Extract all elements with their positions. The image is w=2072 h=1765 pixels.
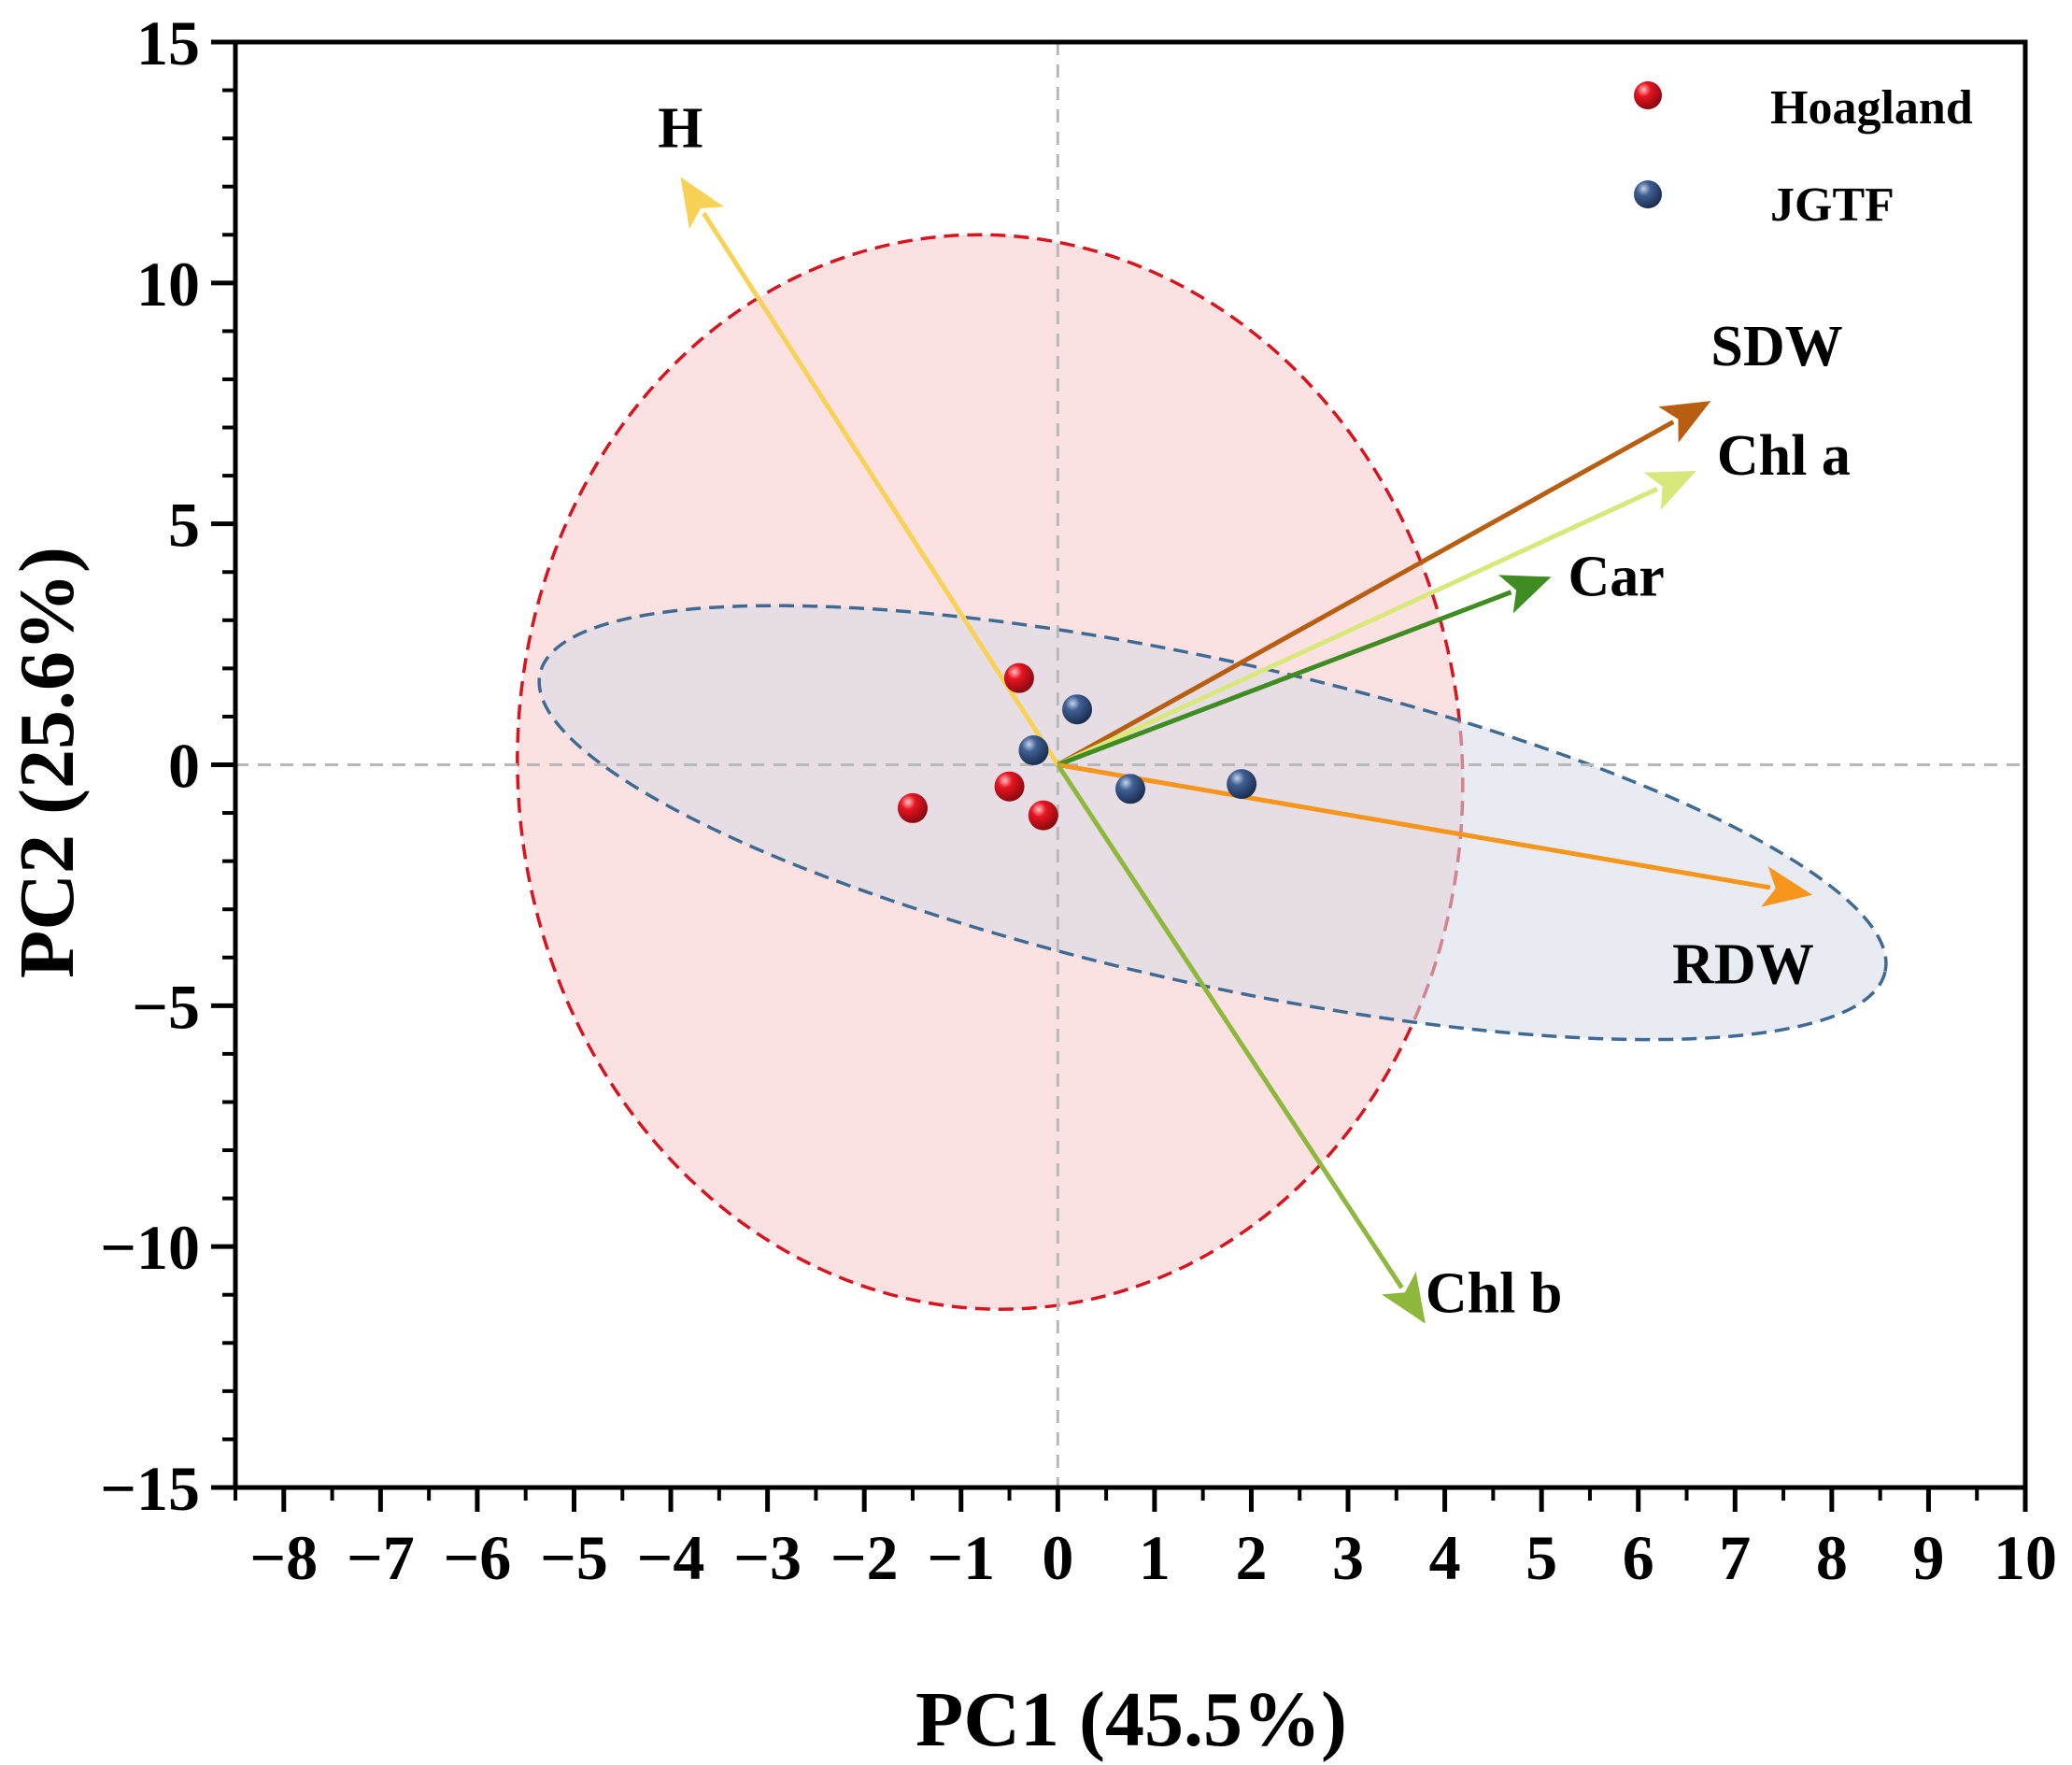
x-axis-title: PC1 (45.5%) [915,1676,1347,1763]
ellipse-jgtf [537,604,1888,1042]
x-tick-label-4: −4 [637,1522,705,1593]
point-hoagland-4 [897,792,928,823]
legend: Hoagland JGTF [1634,81,1973,232]
legend-label-jgtf: JGTF [1770,178,1895,232]
vector-label-sdw: SDW [1710,315,1842,378]
vector-arrowhead-car [1498,575,1552,614]
point-jgtf-4 [1227,769,1257,800]
y-tick-label-3: 0 [168,731,200,802]
y-tick-label-1: −10 [100,1212,200,1283]
x-tick-label-7: −1 [927,1522,995,1593]
vector-rdw: RDW [1057,762,1814,997]
vector-arrowhead-h [680,177,725,230]
y-tick-label-4: 5 [168,490,200,561]
vector-shaft-h [702,211,1060,766]
x-tick-label-11: 3 [1332,1522,1364,1593]
score-points [897,662,1257,831]
x-tick-label-14: 6 [1623,1522,1654,1593]
point-jgtf-3 [1115,774,1145,804]
point-hoagland-2 [994,771,1025,802]
vector-shaft-car [1057,590,1512,767]
x-tick-label-0: −8 [249,1522,318,1593]
vector-chl-a: Chl a [1057,424,1851,767]
vector-car: Car [1057,545,1665,767]
vector-shaft-rdw [1057,762,1771,890]
vector-arrowhead-sdw [1658,401,1711,443]
confidence-ellipses [516,233,1888,1311]
x-tick-label-16: 8 [1816,1522,1848,1593]
y-tick-label-6: 15 [136,7,200,78]
x-tick-label-17: 9 [1912,1522,1944,1593]
y-axis-title: PC2 (25.6%) [4,547,91,978]
vector-arrowhead-chl-a [1643,470,1696,510]
y-tick-label-5: 10 [136,249,200,320]
vector-shaft-chl-a [1057,486,1659,767]
x-tick-label-9: 1 [1139,1522,1171,1593]
x-tick-label-18: 10 [1994,1522,2057,1593]
loading-vectors: H SDW Chl a Car RDW Chl b [658,96,1851,1325]
vector-sdw: SDW [1057,315,1843,767]
point-hoagland-3 [1028,800,1058,831]
vector-shaft-sdw [1057,420,1675,767]
vector-h: H [658,96,1060,766]
vector-label-rdw: RDW [1672,933,1814,997]
x-tick-label-8: 0 [1042,1522,1073,1593]
vector-label-chl-a: Chl a [1717,424,1851,488]
vector-arrowhead-rdw [1761,866,1813,907]
vector-chl-b: Chl b [1056,763,1562,1326]
x-tick-label-3: −5 [540,1522,608,1593]
vector-arrowhead-chl-b [1381,1272,1426,1324]
legend-marker-hoagland [1634,81,1662,109]
y-tick-label-0: −15 [100,1453,200,1524]
vector-label-chl-b: Chl b [1426,1262,1562,1326]
x-tick-label-12: 4 [1429,1522,1461,1593]
legend-marker-jgtf [1634,180,1662,208]
point-jgtf-2 [1018,735,1049,766]
vector-shaft-chl-b [1056,763,1404,1289]
point-hoagland-1 [1003,662,1034,693]
x-tick-label-10: 2 [1235,1522,1267,1593]
y-tick-label-2: −5 [132,971,200,1042]
vector-label-h: H [658,96,702,160]
x-tick-label-6: −2 [830,1522,899,1593]
x-tick-label-2: −6 [444,1522,512,1593]
x-tick-label-15: 7 [1719,1522,1751,1593]
x-tick-label-13: 5 [1526,1522,1557,1593]
point-jgtf-1 [1062,694,1093,725]
x-tick-label-1: −7 [347,1522,415,1593]
legend-label-hoagland: Hoagland [1770,81,1973,135]
vector-label-car: Car [1568,545,1665,608]
axes: −8 −7 −6 −5 −4 −3 −2 −1 0 1 2 3 4 5 6 7 8 9 10−15−10−50510… [100,7,2057,1593]
x-tick-label-5: −3 [733,1522,802,1593]
